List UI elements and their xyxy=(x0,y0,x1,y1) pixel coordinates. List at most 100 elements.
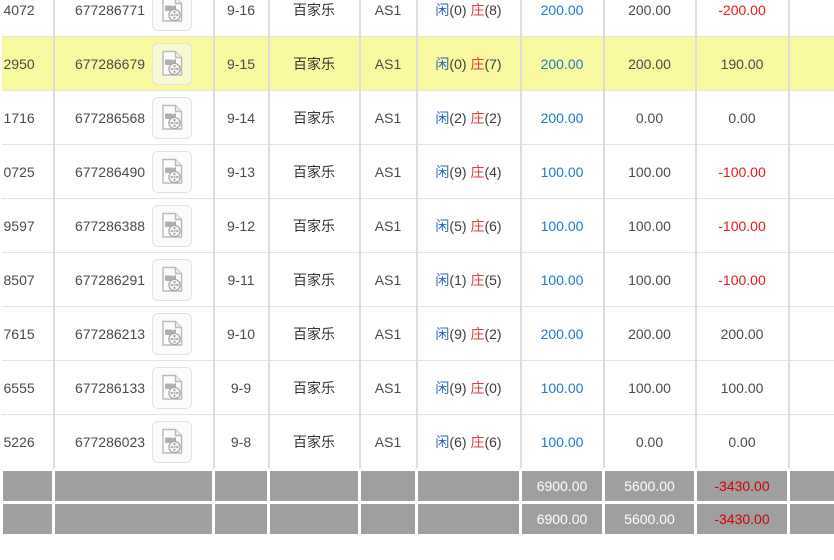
table-row[interactable]: 4072 677286771 9-16 百家乐 AS1 闲(0) 庄(8) 200.00 2… xyxy=(1,0,834,37)
video-file-icon xyxy=(162,266,183,292)
summary-valid-total: 5600.00 xyxy=(602,501,697,537)
table-code-cell: AS1 xyxy=(358,0,418,37)
player-count: (5) xyxy=(449,217,467,234)
player-label: 闲 xyxy=(435,379,450,396)
player-label: 闲 xyxy=(435,271,450,288)
ref-cell: 5226 xyxy=(1,414,55,470)
video-replay-button[interactable] xyxy=(152,0,193,31)
video-replay-button[interactable] xyxy=(152,366,193,409)
table-code-cell: AS1 xyxy=(358,90,418,145)
order-id-wrap: 677286568 xyxy=(56,96,212,139)
banker-count: (4) xyxy=(484,163,502,180)
banker-label: 庄 xyxy=(470,163,485,180)
result-cell: 闲(1) 庄(5) xyxy=(415,252,522,307)
video-replay-button[interactable] xyxy=(152,150,193,193)
date-cell: 9-16 xyxy=(212,0,270,37)
video-replay-button[interactable] xyxy=(152,42,193,85)
valid-amount-cell: 100.00 xyxy=(602,360,697,415)
summary-win-loss-total: -3430.00 xyxy=(694,501,790,537)
player-count: (1) xyxy=(449,271,467,288)
bet-amount-link[interactable]: 100.00 xyxy=(540,271,584,288)
summary-extra-cell xyxy=(787,468,834,504)
order-id-cell: 677286679 xyxy=(52,36,215,91)
summary-win-loss-total: -3430.00 xyxy=(694,468,790,504)
banker-count: (6) xyxy=(484,217,502,234)
summary-empty-cell xyxy=(52,468,215,504)
table-code-cell: AS1 xyxy=(358,252,418,307)
table-row[interactable]: 9597 677286388 9-12 百家乐 AS1 闲(5) 庄(6) 100.00 1… xyxy=(1,198,834,253)
video-replay-button[interactable] xyxy=(152,258,193,301)
table-row[interactable]: 8507 677286291 9-11 百家乐 AS1 闲(1) 庄(5) 100.00 1… xyxy=(1,252,834,307)
banker-label: 庄 xyxy=(470,217,485,234)
order-id-wrap: 677286023 xyxy=(56,420,212,463)
game-cell: 百家乐 xyxy=(267,252,361,307)
table-code-cell: AS1 xyxy=(358,198,418,253)
video-file-icon xyxy=(162,428,183,454)
summary-empty-cell xyxy=(212,501,270,537)
bet-amount-cell: 100.00 xyxy=(519,360,605,415)
player-count: (0) xyxy=(449,1,467,18)
order-id-cell: 677286490 xyxy=(52,144,215,199)
date-cell: 9-13 xyxy=(212,144,270,199)
win-loss-cell: 0.00 xyxy=(694,90,790,145)
table-code-cell: AS1 xyxy=(358,360,418,415)
table-code-cell: AS1 xyxy=(358,144,418,199)
game-cell: 百家乐 xyxy=(267,144,361,199)
summary-empty-cell xyxy=(0,468,55,504)
banker-count: (5) xyxy=(484,271,502,288)
table-row[interactable]: 1716 677286568 9-14 百家乐 AS1 闲(2) 庄(2) 200.00 0… xyxy=(1,90,834,145)
bet-amount-link[interactable]: 100.00 xyxy=(540,433,584,450)
video-file-icon xyxy=(162,374,183,400)
banker-count: (8) xyxy=(484,1,502,18)
result-cell: 闲(9) 庄(2) xyxy=(415,306,522,361)
video-replay-button[interactable] xyxy=(152,204,193,247)
game-cell: 百家乐 xyxy=(267,306,361,361)
order-id-text: 677286133 xyxy=(74,379,146,396)
player-label: 闲 xyxy=(435,55,450,72)
bet-amount-link[interactable]: 200.00 xyxy=(540,1,584,18)
order-id-cell: 677286388 xyxy=(52,198,215,253)
video-file-icon xyxy=(162,0,183,22)
table-row[interactable]: 7615 677286213 9-10 百家乐 AS1 闲(9) 庄(2) 200.00 2… xyxy=(1,306,834,361)
extra-cell xyxy=(787,306,834,361)
result-cell: 闲(0) 庄(8) xyxy=(415,0,522,37)
banker-label: 庄 xyxy=(470,55,485,72)
valid-amount-cell: 200.00 xyxy=(602,0,697,37)
summary-empty-cell xyxy=(358,501,418,537)
ref-cell: 1716 xyxy=(1,90,55,145)
bet-amount-link[interactable]: 100.00 xyxy=(540,217,584,234)
table-row[interactable]: 0725 677286490 9-13 百家乐 AS1 闲(9) 庄(4) 100.00 1… xyxy=(1,144,834,199)
banker-count: (7) xyxy=(484,55,502,72)
bet-amount-link[interactable]: 200.00 xyxy=(540,325,584,342)
game-cell: 百家乐 xyxy=(267,36,361,91)
summary-bet-total: 6900.00 xyxy=(519,468,605,504)
video-replay-button[interactable] xyxy=(152,96,193,139)
ref-cell: 0725 xyxy=(1,144,55,199)
bet-amount-link[interactable]: 200.00 xyxy=(540,55,584,72)
order-id-text: 677286213 xyxy=(74,325,146,342)
order-id-text: 677286568 xyxy=(74,109,146,126)
result-cell: 闲(6) 庄(6) xyxy=(415,414,522,470)
player-count: (9) xyxy=(449,163,467,180)
table-row[interactable]: 2950 677286679 9-15 百家乐 AS1 闲(0) 庄(7) 200.00 2… xyxy=(1,36,834,91)
valid-amount-cell: 200.00 xyxy=(602,306,697,361)
game-cell: 百家乐 xyxy=(267,198,361,253)
banker-label: 庄 xyxy=(470,379,485,396)
table-row[interactable]: 5226 677286023 9-8 百家乐 AS1 闲(6) 庄(6) 100.00 0.… xyxy=(1,414,834,470)
video-replay-button[interactable] xyxy=(152,312,193,355)
win-loss-cell: 0.00 xyxy=(694,414,790,470)
bet-amount-link[interactable]: 100.00 xyxy=(540,379,584,396)
video-file-icon xyxy=(162,320,183,346)
table-row[interactable]: 6555 677286133 9-9 百家乐 AS1 闲(9) 庄(0) 100.00 10… xyxy=(1,360,834,415)
banker-label: 庄 xyxy=(470,325,485,342)
extra-cell xyxy=(787,0,834,37)
order-id-text: 677286291 xyxy=(74,271,146,288)
banker-label: 庄 xyxy=(470,433,485,450)
bet-amount-link[interactable]: 200.00 xyxy=(540,109,584,126)
bet-amount-link[interactable]: 100.00 xyxy=(540,163,584,180)
player-label: 闲 xyxy=(435,163,450,180)
video-replay-button[interactable] xyxy=(152,420,193,463)
bet-amount-cell: 200.00 xyxy=(519,0,605,37)
valid-amount-cell: 100.00 xyxy=(602,252,697,307)
